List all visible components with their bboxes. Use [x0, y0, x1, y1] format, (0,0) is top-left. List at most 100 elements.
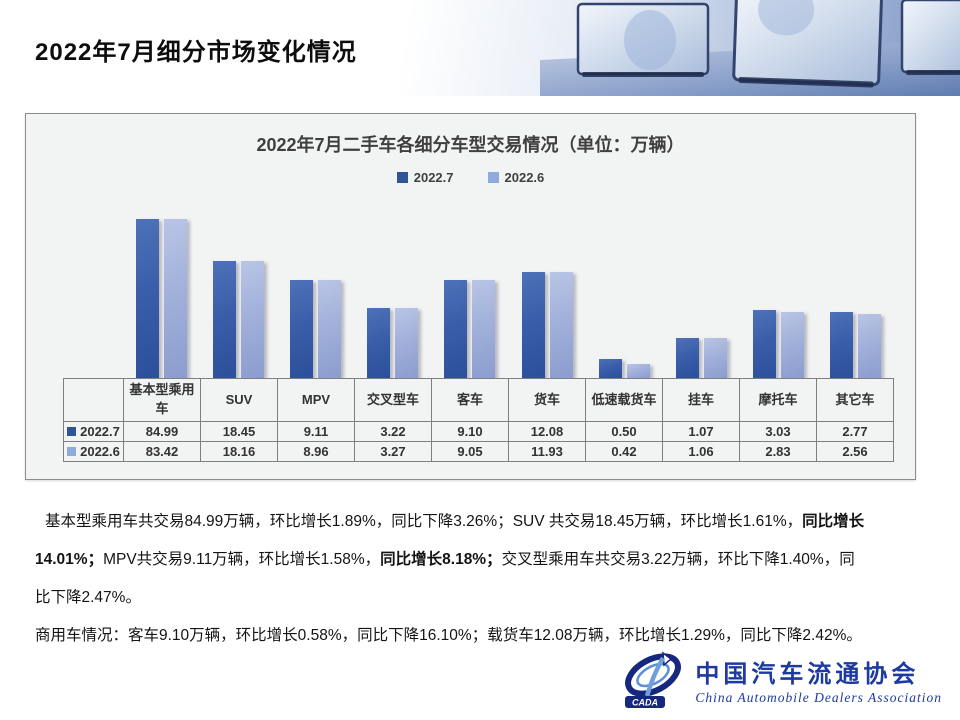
cada-logo: CADA 中国汽车流通协会 China Automobile Dealers A…	[623, 650, 942, 710]
text-segment: MPV共交易9.11万辆，环比增长1.58%，	[103, 551, 381, 568]
chart-card: 2022年7月二手车各细分车型交易情况（单位：万辆） 2022.7 2022.6 …	[25, 113, 916, 480]
logo-en: China Automobile Dealers Association	[695, 690, 942, 705]
bar-2022.7-挂车	[675, 338, 699, 378]
value-cell: 12.08	[508, 421, 586, 442]
value-cell: 83.42	[123, 441, 201, 462]
bar-2022.7-客车	[444, 280, 468, 378]
value-cell: 3.03	[739, 421, 817, 442]
cube-3	[900, 0, 960, 75]
table-corner-cell	[63, 378, 124, 422]
cada-logo-mark: CADA	[625, 651, 682, 708]
text-segment: 基本型乘用车共交易84.99万辆，环比增长1.89%，同比下降3.26%；SUV…	[45, 513, 803, 530]
text-segment: 同比增长8.18%；	[380, 551, 502, 568]
value-cell: 1.06	[662, 441, 740, 462]
category-header-cell: 低速载货车	[585, 378, 663, 422]
legend-label: 2022.7	[413, 170, 454, 185]
logo-acronym: CADA	[632, 698, 658, 708]
bar-column-低速载货车	[586, 218, 663, 378]
value-cell: 1.07	[662, 421, 740, 442]
value-cell: 2.56	[816, 441, 894, 462]
value-cell: 9.05	[431, 441, 509, 462]
bar-column-摩托车	[740, 218, 817, 378]
category-header-cell: 货车	[508, 378, 586, 422]
bar-column-客车	[431, 218, 508, 378]
table-row-2022.7: 2022.7 84.99 18.45 9.11 3.22 9.10 12.08 0.50 1.0…	[63, 421, 894, 442]
bar-2022.7-基本型乘用车	[136, 219, 160, 378]
bar-column-其它车	[817, 218, 894, 378]
cube-1	[576, 2, 710, 77]
legend-label: 2022.6	[504, 170, 545, 185]
cube-2	[732, 0, 884, 88]
legend-item-2022.6: 2022.6	[487, 170, 545, 185]
bar-2022.6-基本型乘用车	[164, 219, 188, 378]
bar-2022.7-SUV	[213, 261, 237, 378]
value-cell: 3.27	[354, 441, 432, 462]
bar-2022.7-低速载货车	[598, 359, 622, 378]
header-cubes-decoration	[540, 0, 960, 96]
swoosh-shape	[645, 656, 666, 697]
category-header-cell: SUV	[200, 378, 278, 422]
bar-2022.7-货车	[521, 272, 545, 378]
value-cell: 2.83	[739, 441, 817, 462]
bar-2022.6-摩托车	[780, 312, 804, 378]
text-segment: 14.01%；	[35, 551, 104, 568]
value-cell: 18.45	[200, 421, 278, 442]
category-header-cell: 客车	[431, 378, 509, 422]
bar-column-挂车	[663, 218, 740, 378]
bar-column-基本型乘用车	[123, 218, 200, 378]
value-cell: 18.16	[200, 441, 278, 462]
bar-plot	[123, 218, 894, 378]
value-cell: 8.96	[277, 441, 355, 462]
analysis-text: 基本型乘用车共交易84.99万辆，环比增长1.89%，同比下降3.26%；SUV…	[35, 503, 923, 655]
chart-legend: 2022.7 2022.6	[26, 170, 915, 185]
bar-column-SUV	[200, 218, 277, 378]
legend-item-2022.7: 2022.7	[396, 170, 454, 185]
logo-cn: 中国汽车流通协会	[695, 662, 920, 688]
category-header-cell: 其它车	[816, 378, 894, 422]
analysis-line-4: 商用车情况：客车9.10万辆，环比增长0.58%，同比下降16.10%；载货车1…	[35, 617, 923, 655]
value-cell: 84.99	[123, 421, 201, 442]
bar-2022.7-其它车	[829, 312, 853, 378]
bar-2022.6-交叉型车	[395, 308, 419, 378]
bar-2022.7-交叉型车	[367, 308, 391, 378]
text-segment: 商用车情况：客车9.10万辆，环比增长0.58%，同比下降16.10%；载货车1…	[35, 627, 862, 644]
value-cell: 0.42	[585, 441, 663, 462]
text-segment: 交叉型乘用车共交易3.22万辆，环比下降1.40%，同	[501, 551, 855, 568]
row-label-cell: 2022.6	[63, 441, 124, 462]
bar-2022.6-挂车	[703, 338, 727, 378]
value-cell: 9.11	[277, 421, 355, 442]
bar-2022.7-MPV	[290, 280, 314, 378]
bar-column-MPV	[277, 218, 354, 378]
text-segment: 比下降2.47%。	[35, 589, 141, 606]
legend-swatch	[396, 172, 408, 183]
bar-2022.6-其它车	[857, 314, 881, 378]
bar-column-交叉型车	[354, 218, 431, 378]
value-cell: 9.10	[431, 421, 509, 442]
value-cell: 0.50	[585, 421, 663, 442]
row-label-swatch	[67, 447, 77, 456]
value-cell: 3.22	[354, 421, 432, 442]
row-label-cell: 2022.7	[63, 421, 124, 442]
bar-column-货车	[508, 218, 585, 378]
category-header-cell: 交叉型车	[354, 378, 432, 422]
bar-2022.6-SUV	[241, 261, 265, 378]
bar-2022.6-客车	[472, 280, 496, 378]
data-table: 基本型乘用车 SUV MPV 交叉型车 客车 货车 低速载货车 挂车 摩托车 其它车 2022.7 8…	[63, 378, 894, 462]
analysis-line-2: 14.01%；MPV共交易9.11万辆，环比增长1.58%，同比增长8.18%；…	[35, 541, 923, 579]
logo-text-block: 中国汽车流通协会 China Automobile Dealers Associ…	[695, 654, 942, 706]
legend-swatch	[487, 172, 499, 183]
value-cell: 2.77	[816, 421, 894, 442]
category-header-cell: 基本型乘用车	[123, 378, 201, 422]
table-row-2022.6: 2022.6 83.42 18.16 8.96 3.27 9.05 11.93 0.42 1.0…	[63, 441, 894, 462]
chart-title: 2022年7月二手车各细分车型交易情况（单位：万辆）	[256, 135, 685, 155]
row-label-swatch	[67, 427, 77, 436]
category-header-cell: MPV	[277, 378, 355, 422]
analysis-line-1: 基本型乘用车共交易84.99万辆，环比增长1.89%，同比下降3.26%；SUV…	[35, 503, 923, 541]
bar-2022.6-低速载货车	[626, 364, 650, 378]
category-header-cell: 摩托车	[739, 378, 817, 422]
page-header: 2022年7月细分市场变化情况	[0, 0, 960, 96]
text-segment: 同比增长	[802, 513, 865, 530]
bar-2022.6-MPV	[318, 280, 342, 378]
bar-2022.7-摩托车	[752, 310, 776, 378]
